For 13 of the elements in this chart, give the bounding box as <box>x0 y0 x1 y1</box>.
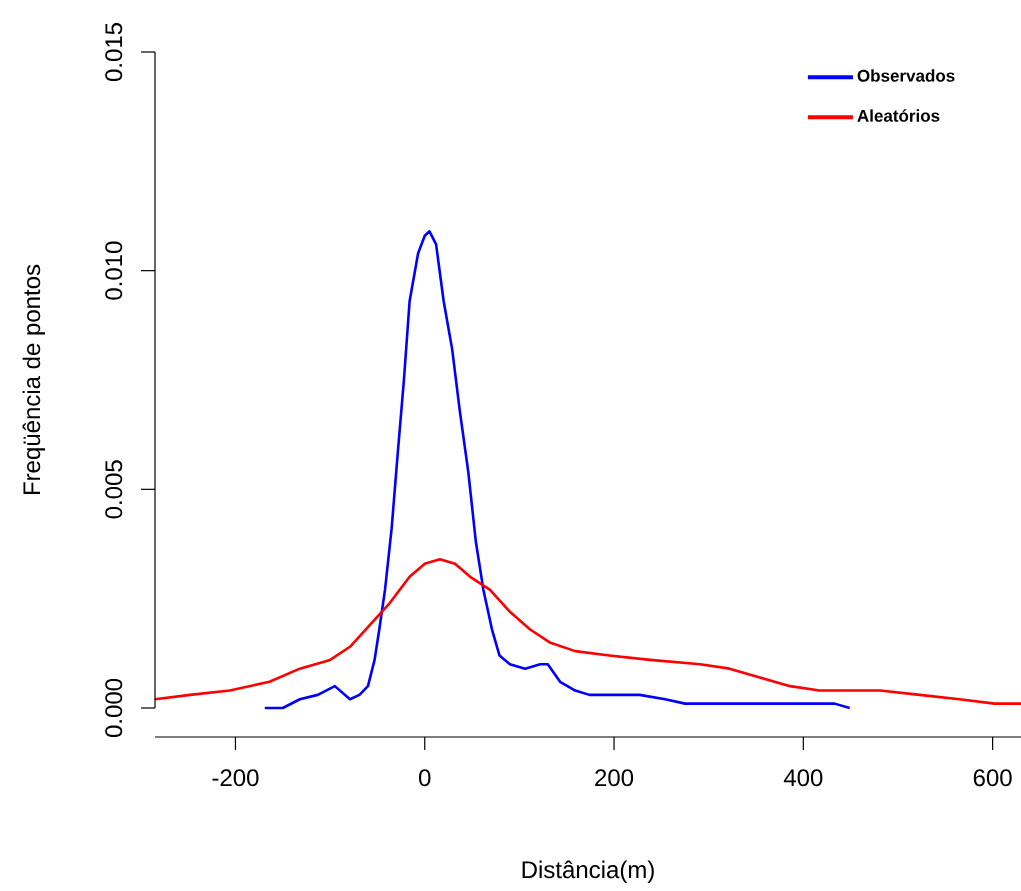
x-tick-label: -200 <box>212 769 259 787</box>
y-tick-label: 0.000 <box>105 678 123 738</box>
x-tick-label: 600 <box>973 769 1012 787</box>
y-tick-label: 0.015 <box>105 22 123 82</box>
x-axis-title: Distância(m) <box>522 860 654 883</box>
y-axis-title: Freqüência de pontos <box>22 264 45 495</box>
y-tick-label: 0.010 <box>105 241 123 300</box>
y-tick-label: 0.005 <box>105 460 123 519</box>
legend-label: Aleatórios <box>857 109 940 122</box>
x-tick-label: 200 <box>595 769 634 787</box>
x-tick-label: 0 <box>419 769 431 787</box>
legend-label: Observados <box>857 69 955 82</box>
x-tick-label: 400 <box>783 769 823 787</box>
